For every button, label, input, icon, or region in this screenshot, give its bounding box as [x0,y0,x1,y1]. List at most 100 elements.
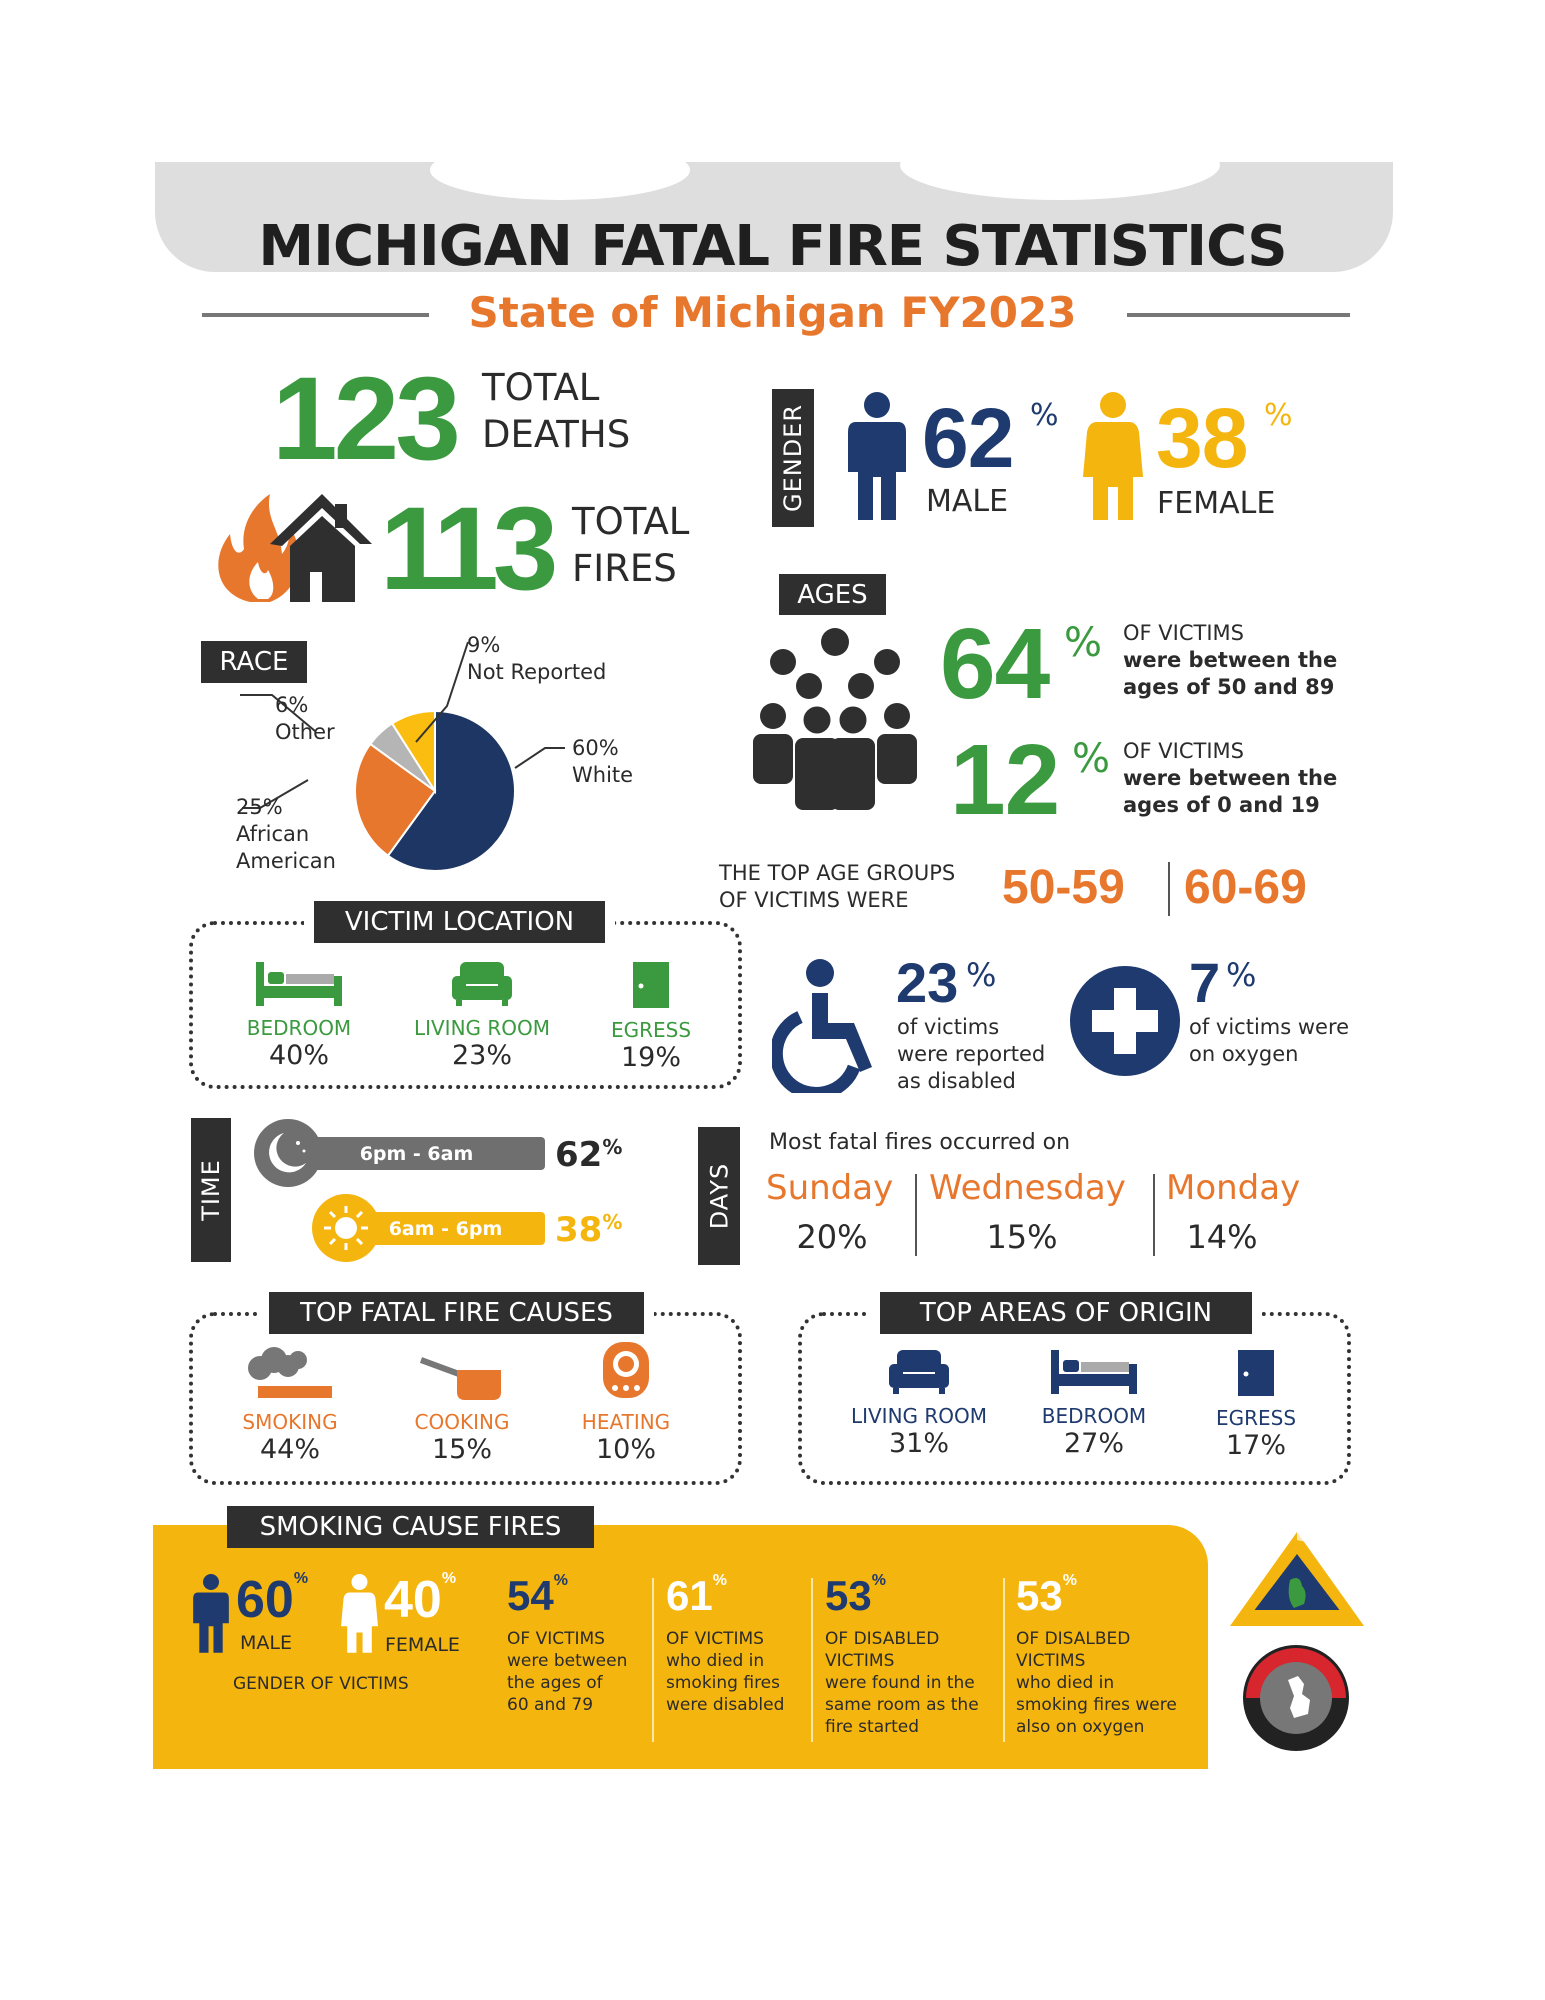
label-line: TOTAL [482,366,600,409]
causes-title: TOP FATAL FIRE CAUSES [259,1282,654,1344]
pie-label-african-american: 25% African American [236,794,336,875]
divider [1003,1578,1005,1742]
pct-value: 40 [384,1571,442,1629]
slice-name: American [236,849,336,873]
pct-sign: % [602,1135,623,1159]
cause-heating: HEATING 10% [541,1342,711,1465]
day-name: Monday [1166,1168,1301,1208]
divider [915,1174,917,1256]
item-pct: 10% [595,1434,656,1465]
slice-pct: 6% [275,693,309,717]
moon-icon [254,1119,322,1187]
top-age-groups-label: THE TOP AGE GROUPS OF VICTIMS WERE [719,860,955,914]
text-line: the ages of [507,1673,603,1693]
cigarette-icon [248,1347,332,1398]
female-figure-icon [341,1574,378,1653]
text-line: who died in [1016,1673,1115,1693]
origin-living-room: LIVING ROOM 31% [834,1350,1004,1459]
cause-cooking: COOKING 15% [377,1346,547,1465]
mfis-logo [1230,1532,1364,1626]
slice-pct: 9% [467,633,501,657]
text-line: ages of 0 and 19 [1123,793,1320,817]
male-label: MALE [926,484,1009,519]
race-label: RACE [201,641,307,683]
time-label: TIME [191,1118,231,1262]
smoking-title: SMOKING CAUSE FIRES [227,1506,594,1548]
fire-house-icon [218,494,372,602]
item-pct: 23% [451,1040,512,1071]
total-fires-value: 113 [380,483,558,615]
smoking-female-label: FEMALE [385,1634,460,1656]
pct-value: 60 [236,1571,294,1629]
slice-pct: 60% [572,736,619,760]
pct-sign: % [1062,1572,1077,1589]
day-name: Wednesday [929,1168,1126,1208]
pie-label-other: 6% Other [275,692,335,746]
pct-sign: % [293,1570,309,1587]
text-line: on oxygen [1189,1042,1299,1066]
pie-label-white: 60% White [572,735,633,789]
oxygen-pct: 7 [1189,951,1221,1014]
ages-50-89-pct: 64 [940,608,1050,720]
origin-bedroom: BEDROOM 27% [1009,1350,1179,1459]
item-label: EGRESS [610,1018,692,1042]
item-label: EGRESS [1215,1406,1297,1430]
sun-icon [312,1194,380,1262]
disabled-pct: 23 [896,951,959,1014]
pct-sign: % [871,1572,886,1589]
slice-name: Other [275,720,335,744]
text-line: of victims [897,1015,1000,1039]
smoking-male-label: MALE [240,1632,292,1654]
night-pct: 62% [555,1135,622,1175]
pct-sign: % [712,1572,727,1589]
page-title: MICHIGAN FATAL FIRE STATISTICS [258,214,1287,279]
female-label: FEMALE [1157,486,1276,521]
leader-line [240,694,316,732]
female-pct-sign: % [1264,398,1293,433]
smoking-stat: 53% OF DISABLED VICTIMS were found in the sa… [825,1572,979,1738]
divider [652,1578,654,1742]
total-fires-label: TOTAL FIRES [572,498,689,592]
pct-sign: % [602,1210,623,1234]
gender-caption: GENDER OF VICTIMS [233,1674,409,1694]
day-pct: 38% [555,1210,622,1250]
days-intro: Most fatal fires occurred on [769,1130,1071,1155]
male-pct-sign: % [1030,398,1059,433]
pie-slice-african-american [354,742,437,858]
slice-name: Not Reported [467,660,607,684]
text-line: of victims were [1189,1015,1350,1039]
label-line: DEATHS [482,413,631,456]
smoking-female-pct: 40% [384,1570,456,1630]
slice-pct: 25% [236,795,283,819]
text-line: OF VICTIMS [1123,739,1244,763]
text-line: were between the [1123,648,1338,672]
slice-name: White [572,763,634,787]
night-bar: 6pm - 6am [288,1137,545,1170]
ages-0-19-pct: 12 [950,724,1060,836]
pct-value: 62 [555,1135,603,1175]
couch-icon [452,962,512,1006]
female-pct: 38 [1156,391,1248,485]
victim-location-living-room: LIVING ROOM 23% [397,962,567,1071]
smoking-panel [153,1525,1208,1769]
pct-sign: % [1226,956,1257,994]
days-label: DAYS [698,1127,740,1265]
cloud-decoration [430,140,690,200]
item-pct: 44% [259,1434,320,1465]
wheelchair-icon [772,959,872,1093]
text-line: also on oxygen [1016,1717,1145,1737]
victim-location-bedroom: BEDROOM 40% [214,962,384,1071]
total-deaths-value: 123 [272,353,461,485]
gender-label: GENDER [772,389,814,527]
item-pct: 17% [1225,1430,1286,1461]
divider [202,313,429,317]
leader-line [415,641,469,743]
page-subtitle: State of Michigan FY2023 [468,288,1077,337]
item-pct: 27% [1063,1428,1124,1459]
text-line: were reported [897,1042,1046,1066]
pct-sign: % [1064,620,1103,666]
door-icon [633,962,669,1008]
text-line: 60 and 79 [507,1695,594,1715]
text-line: VICTIMS [1016,1651,1086,1671]
day-pct: 20% [796,1218,868,1256]
